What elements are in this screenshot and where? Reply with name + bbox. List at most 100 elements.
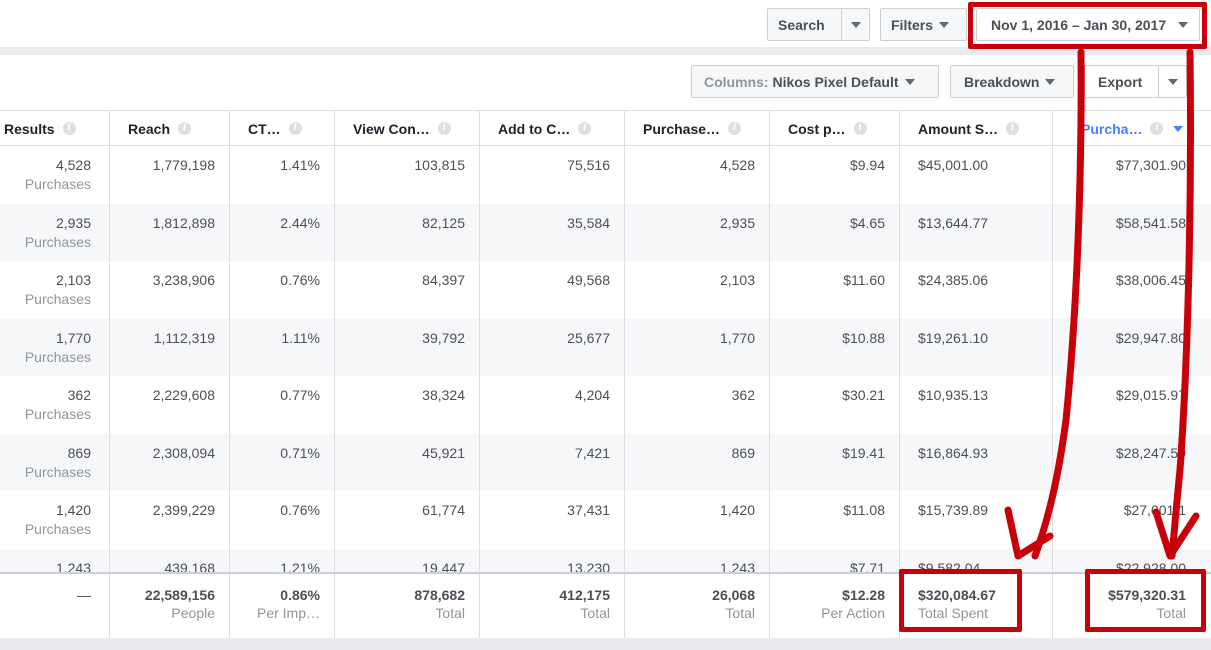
cell-view-content: 84,397 bbox=[335, 261, 480, 319]
cell-view-content: 39,792 bbox=[335, 318, 480, 376]
export-label: Export bbox=[1098, 73, 1143, 90]
total-purchases: 26,068 Total bbox=[625, 574, 770, 638]
cell-purchases: 1,243 bbox=[625, 548, 770, 580]
filters-caret-icon bbox=[939, 21, 950, 28]
column-header-purchases[interactable]: Purchase… i bbox=[625, 111, 770, 146]
cell-amount-spent: $16,864.93 bbox=[900, 433, 1053, 491]
cell-results: 2,935 Purchases bbox=[0, 203, 110, 261]
cell-ctr: 0.77% bbox=[230, 376, 335, 434]
cell-reach: 439,168 bbox=[110, 548, 230, 580]
column-header-add-to-cart[interactable]: Add to C… i bbox=[480, 111, 625, 146]
cell-add-to-cart: 35,584 bbox=[480, 203, 625, 261]
cell-purchases: 1,420 bbox=[625, 491, 770, 549]
breakdown-button[interactable]: Breakdown bbox=[950, 65, 1074, 98]
cell-purchases: 2,935 bbox=[625, 203, 770, 261]
info-icon[interactable]: i bbox=[178, 122, 192, 135]
date-range-label: Nov 1, 2016 – Jan 30, 2017 bbox=[991, 16, 1167, 33]
cell-amount-spent: $45,001.00 bbox=[900, 146, 1053, 204]
cell-purchases: 2,103 bbox=[625, 261, 770, 319]
cell-view-content: 38,324 bbox=[335, 376, 480, 434]
cell-purchases: 362 bbox=[625, 376, 770, 434]
export-button[interactable]: Export bbox=[1084, 65, 1187, 98]
cell-add-to-cart: 4,204 bbox=[480, 376, 625, 434]
cell-cost-per: $7.71 bbox=[770, 548, 900, 580]
cell-ctr: 0.76% bbox=[230, 261, 335, 319]
cell-cost-per: $9.94 bbox=[770, 146, 900, 204]
info-icon[interactable]: i bbox=[578, 122, 592, 135]
search-dropdown-caret-icon[interactable] bbox=[841, 9, 869, 40]
cell-reach: 1,779,198 bbox=[110, 146, 230, 204]
cell-purchase-value: $28,247.59 bbox=[1115, 444, 1186, 461]
total-results: — bbox=[0, 574, 110, 638]
search-button[interactable]: Search bbox=[767, 8, 870, 41]
table-row[interactable]: 4,528 Purchases 1,779,198 1.41% 103,815 75,51… bbox=[0, 146, 1211, 204]
top-toolbar: Search Filters Nov 1, 2016 – Jan 30, 201… bbox=[0, 0, 1211, 47]
totals-row: — 22,589,156 People 0.86% Per Imp… 878,682… bbox=[0, 572, 1211, 638]
cell-purchase-value: $38,006.45 bbox=[1115, 272, 1186, 288]
cell-reach: 2,399,229 bbox=[110, 491, 230, 549]
columns-prefix: Columns: bbox=[704, 73, 769, 90]
column-header-results[interactable]: Results i bbox=[0, 111, 110, 146]
cell-amount-spent: $10,935.13 bbox=[900, 376, 1053, 434]
cell-view-content: 19,447 bbox=[335, 548, 480, 580]
info-icon[interactable]: i bbox=[1006, 122, 1020, 135]
cell-ctr: 0.76% bbox=[230, 491, 335, 549]
total-cost-per: $12.28 Per Action bbox=[770, 574, 900, 638]
total-purchase-value: $579,320.31 Total bbox=[1108, 587, 1186, 621]
export-dropdown-caret-icon[interactable] bbox=[1158, 66, 1186, 97]
column-header-reach[interactable]: Reach i bbox=[110, 111, 230, 146]
column-header-amount-spent[interactable]: Amount S… i bbox=[900, 111, 1053, 146]
cell-cost-per: $11.08 bbox=[770, 491, 900, 549]
total-view-content: 878,682 Total bbox=[335, 574, 480, 638]
column-header-purchase-value[interactable]: Purcha… i bbox=[1053, 111, 1211, 146]
cell-cost-per: $19.41 bbox=[770, 433, 900, 491]
column-header-ctr[interactable]: CT… i bbox=[230, 111, 335, 146]
cell-cost-per: $30.21 bbox=[770, 376, 900, 434]
info-icon[interactable]: i bbox=[437, 122, 451, 135]
table-row[interactable]: 2,103 Purchases 3,238,906 0.76% 84,397 49,568… bbox=[0, 261, 1211, 319]
cell-results: 362 Purchases bbox=[0, 376, 110, 434]
table-row[interactable]: 869 Purchases 2,308,094 0.71% 45,921 7,421 869… bbox=[0, 433, 1211, 491]
info-icon[interactable]: i bbox=[1150, 122, 1164, 135]
columns-preset-button[interactable]: Columns: Nikos Pixel Default bbox=[691, 65, 939, 98]
cell-ctr: 2.44% bbox=[230, 203, 335, 261]
cell-results: 1,243 bbox=[0, 548, 110, 580]
columns-value: Nikos Pixel Default bbox=[772, 73, 899, 90]
cell-purchase-value: $27,001.1 bbox=[1123, 502, 1186, 518]
table-row[interactable]: 1,420 Purchases 2,399,229 0.76% 61,774 37,431… bbox=[0, 491, 1211, 549]
table-row[interactable]: 1,770 Purchases 1,112,319 1.11% 39,792 25,677… bbox=[0, 318, 1211, 376]
cell-ctr: 0.71% bbox=[230, 433, 335, 491]
cell-reach: 2,229,608 bbox=[110, 376, 230, 434]
column-header-view-content[interactable]: View Con… i bbox=[335, 111, 480, 146]
cell-results: 1,420 Purchases bbox=[0, 491, 110, 549]
cell-results: 1,770 Purchases bbox=[0, 318, 110, 376]
table-header: Results i Reach i CT… i View Con… i Add to C… bbox=[0, 110, 1211, 146]
info-icon[interactable]: i bbox=[728, 122, 742, 135]
cell-cost-per: $11.60 bbox=[770, 261, 900, 319]
cell-add-to-cart: 13,230 bbox=[480, 548, 625, 580]
info-icon[interactable]: i bbox=[853, 122, 867, 135]
date-range-picker[interactable]: Nov 1, 2016 – Jan 30, 2017 bbox=[976, 8, 1200, 41]
cell-ctr: 1.21% bbox=[230, 548, 335, 580]
info-icon[interactable]: i bbox=[62, 122, 76, 135]
cell-results: 4,528 Purchases bbox=[0, 146, 110, 204]
filters-button[interactable]: Filters bbox=[880, 8, 967, 41]
cell-amount-spent: $15,739.89 bbox=[900, 491, 1053, 549]
column-header-cost-per[interactable]: Cost p… i bbox=[770, 111, 900, 146]
table-row[interactable]: 362 Purchases 2,229,608 0.77% 38,324 4,204 362… bbox=[0, 376, 1211, 434]
cell-purchases: 869 bbox=[625, 433, 770, 491]
cell-view-content: 61,774 bbox=[335, 491, 480, 549]
cell-add-to-cart: 37,431 bbox=[480, 491, 625, 549]
info-icon[interactable]: i bbox=[288, 122, 302, 135]
breakdown-caret-icon bbox=[1045, 78, 1056, 85]
table-body: 4,528 Purchases 1,779,198 1.41% 103,815 75,51… bbox=[0, 146, 1211, 580]
total-add-to-cart: 412,175 Total bbox=[480, 574, 625, 638]
cell-view-content: 82,125 bbox=[335, 203, 480, 261]
table-row[interactable]: 2,935 Purchases 1,812,898 2.44% 82,125 35,584… bbox=[0, 203, 1211, 261]
cell-purchase-value: $58,541.58 bbox=[1115, 214, 1186, 231]
total-amount-spent: $320,084.67 Total Spent bbox=[900, 574, 1053, 638]
cell-reach: 1,812,898 bbox=[110, 203, 230, 261]
cell-amount-spent: $24,385.06 bbox=[900, 261, 1053, 319]
bottom-gap bbox=[0, 638, 1211, 650]
total-reach: 22,589,156 People bbox=[110, 574, 230, 638]
